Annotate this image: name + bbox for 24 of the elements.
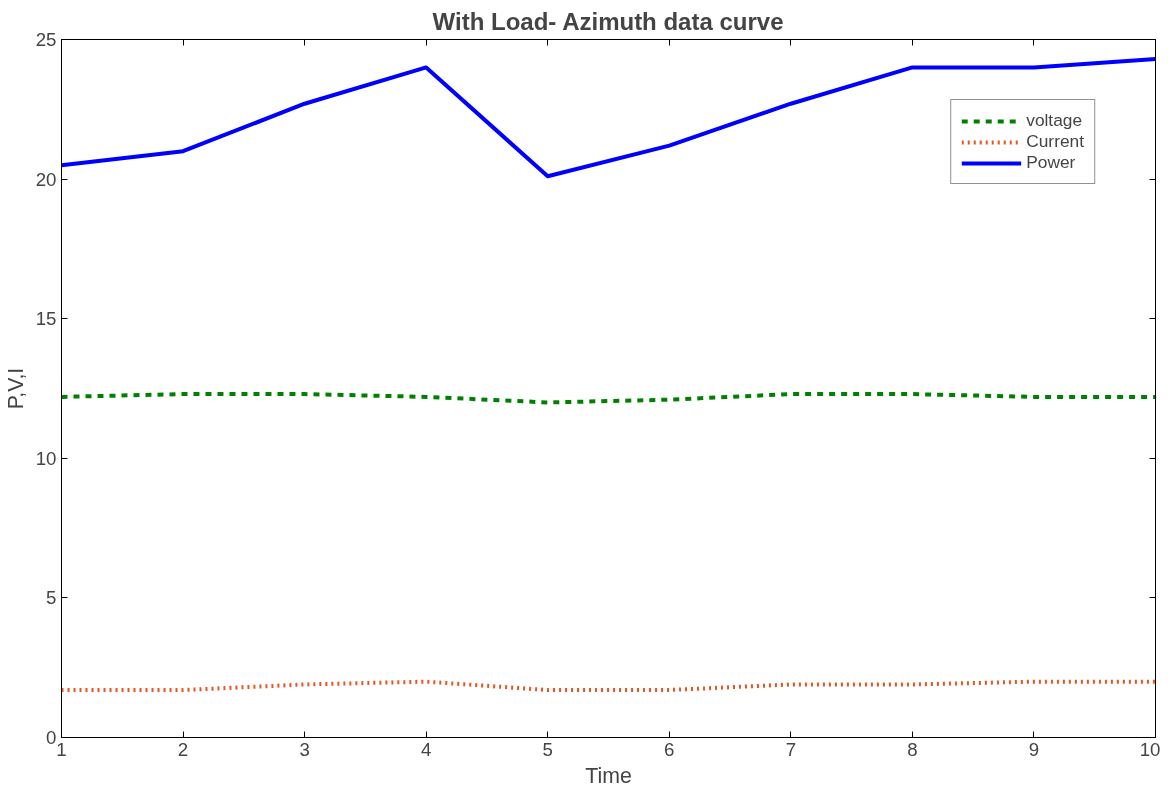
x-tick-label: 1 xyxy=(56,738,67,760)
x-tick-label: 5 xyxy=(542,738,553,760)
y-tick-label: 20 xyxy=(35,168,57,190)
legend-label: voltage xyxy=(1026,110,1083,131)
y-tick-label: 15 xyxy=(35,308,57,330)
y-axis-title: P,V,I xyxy=(3,367,28,410)
x-tick-label: 4 xyxy=(420,738,432,760)
x-tick-label: 7 xyxy=(785,738,797,760)
y-tick-label: 25 xyxy=(35,29,57,50)
x-tick-label: 6 xyxy=(664,738,675,760)
y-tick-label: 10 xyxy=(35,447,57,469)
legend-label: Power xyxy=(1026,152,1076,173)
x-axis-title: Time xyxy=(585,763,632,788)
chart-title: With Load- Azimuth data curve xyxy=(432,7,784,35)
x-tick-label: 8 xyxy=(907,738,918,760)
x-tick-label: 10 xyxy=(1139,738,1161,760)
line-series xyxy=(61,392,1156,405)
x-tick-label: 9 xyxy=(1028,738,1040,760)
y-tick-label: 0 xyxy=(46,727,57,748)
y-tick-label: 5 xyxy=(46,587,57,609)
x-tick-label: 2 xyxy=(177,738,189,760)
line-series xyxy=(61,57,1156,179)
legend-label: Current xyxy=(1026,131,1084,152)
x-tick-label: 3 xyxy=(299,738,310,760)
